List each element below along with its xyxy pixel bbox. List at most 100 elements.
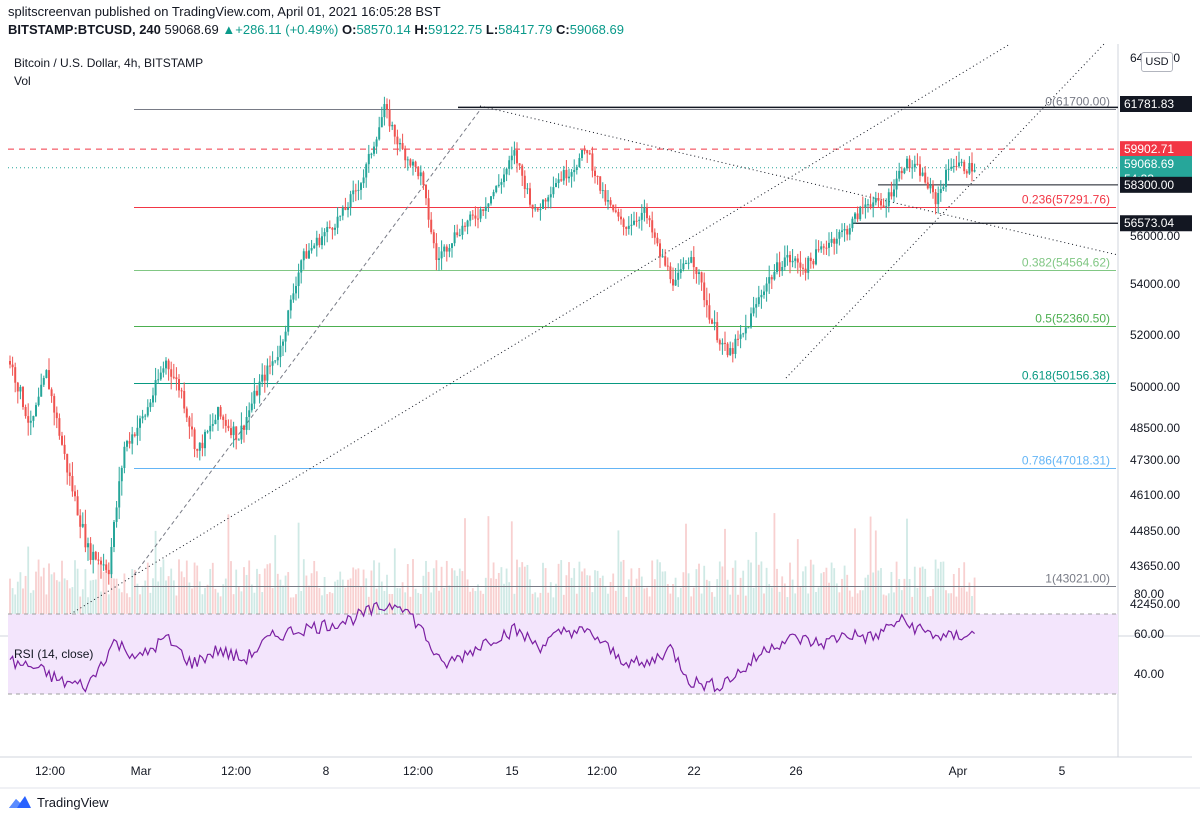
volume-bar <box>898 579 901 635</box>
candle-body <box>310 248 313 251</box>
candle-body <box>908 158 911 169</box>
volume-bar <box>373 560 375 635</box>
volume-bar <box>248 560 251 635</box>
candle-body <box>575 167 578 171</box>
volume-bar <box>757 564 760 635</box>
candle-body <box>820 246 823 250</box>
candle-body <box>799 262 802 268</box>
candle-body <box>219 407 222 417</box>
candle-body <box>955 166 958 168</box>
volume-bar <box>92 579 95 635</box>
candle-body <box>14 367 17 383</box>
candle-body <box>763 291 765 295</box>
candle-body <box>750 313 752 328</box>
candle-body <box>217 407 219 420</box>
candle-body <box>159 372 162 380</box>
candle-body <box>729 348 732 356</box>
volume-bar <box>297 522 300 635</box>
volume-bar <box>913 566 916 635</box>
volume-bar <box>115 578 118 635</box>
candle-body <box>279 345 282 358</box>
fib-level-label: 0(61700.00) <box>1045 95 1110 109</box>
candle-body <box>737 338 739 340</box>
volume-bar <box>302 559 305 635</box>
candle-body <box>950 166 953 169</box>
volume-bar <box>565 575 568 635</box>
candle-body <box>222 416 225 420</box>
candle-body <box>734 338 737 354</box>
candle-body <box>167 360 170 370</box>
candle-body <box>354 190 357 192</box>
candle-body <box>640 212 643 220</box>
candle-body <box>302 251 305 261</box>
candle-body <box>453 232 456 244</box>
volume-bar <box>560 560 563 635</box>
price-tick-label: 46100.00 <box>1130 488 1180 502</box>
candle-body <box>209 425 212 432</box>
volume-bar <box>854 528 856 635</box>
volume-bar <box>131 569 134 635</box>
volume-bar <box>159 567 162 635</box>
volume-bar <box>336 579 339 635</box>
candle-body <box>646 206 648 219</box>
volume-bar <box>102 572 105 635</box>
candle-body <box>508 160 511 169</box>
volume-bar <box>204 587 206 635</box>
candle-body <box>66 453 69 473</box>
volume-bar <box>282 585 284 635</box>
volume-bar <box>113 578 115 635</box>
candle-body <box>570 172 573 177</box>
volume-bar <box>313 560 316 635</box>
candle-body <box>393 124 396 137</box>
price-tick-label: 44850.00 <box>1130 524 1180 538</box>
candle-body <box>895 178 898 190</box>
volume-bar <box>614 590 617 635</box>
candle-body <box>716 322 719 341</box>
volume-bar <box>42 567 45 635</box>
volume-bar <box>412 559 414 635</box>
candle-body <box>526 188 529 190</box>
volume-bar <box>505 568 508 635</box>
candle-body <box>191 426 193 430</box>
volume-bar <box>300 591 303 635</box>
candle-body <box>349 194 352 208</box>
price-chart-svg[interactable]: Bitcoin / U.S. Dollar, 4h, BITSTAMP Vol 0(… <box>0 0 1200 790</box>
candle-body <box>79 515 82 527</box>
volume-bar <box>380 581 383 635</box>
candle-body <box>71 476 74 492</box>
price-axis-tag <box>1120 96 1192 112</box>
volume-bar <box>747 559 750 635</box>
volume-bar <box>581 571 583 635</box>
volume-bar <box>497 572 500 635</box>
volume-bar <box>378 562 381 635</box>
candle-body <box>739 334 742 339</box>
volume-bar <box>731 567 734 635</box>
volume-bar <box>445 560 448 635</box>
currency-button[interactable]: USD <box>1141 52 1173 72</box>
candle-body <box>638 219 641 221</box>
close-label: C: <box>556 22 570 37</box>
volume-bar <box>869 516 872 635</box>
volume-bar <box>695 569 698 635</box>
candle-body <box>19 386 22 392</box>
candle-body <box>973 170 976 172</box>
candle-body <box>175 377 178 380</box>
candle-body <box>131 434 134 444</box>
rsi-label: RSI (14, close) <box>14 647 93 661</box>
candle-body <box>336 216 339 228</box>
candle-body <box>227 425 230 429</box>
rsi-pane: RSI (14, close) 80.00 60.00 40.00 <box>8 587 1164 695</box>
volume-bar <box>627 579 630 635</box>
candle-body <box>713 322 716 324</box>
volume-bar <box>809 559 812 635</box>
volume-bar <box>594 570 596 635</box>
candle-body <box>960 161 963 163</box>
candle-body <box>406 159 409 161</box>
volume-bar <box>271 588 274 635</box>
rsi-tick-label: 80.00 <box>1134 587 1164 601</box>
candle-body <box>152 395 154 403</box>
candle-body <box>360 183 362 190</box>
candle-body <box>180 390 183 392</box>
volume-bar <box>425 560 427 635</box>
